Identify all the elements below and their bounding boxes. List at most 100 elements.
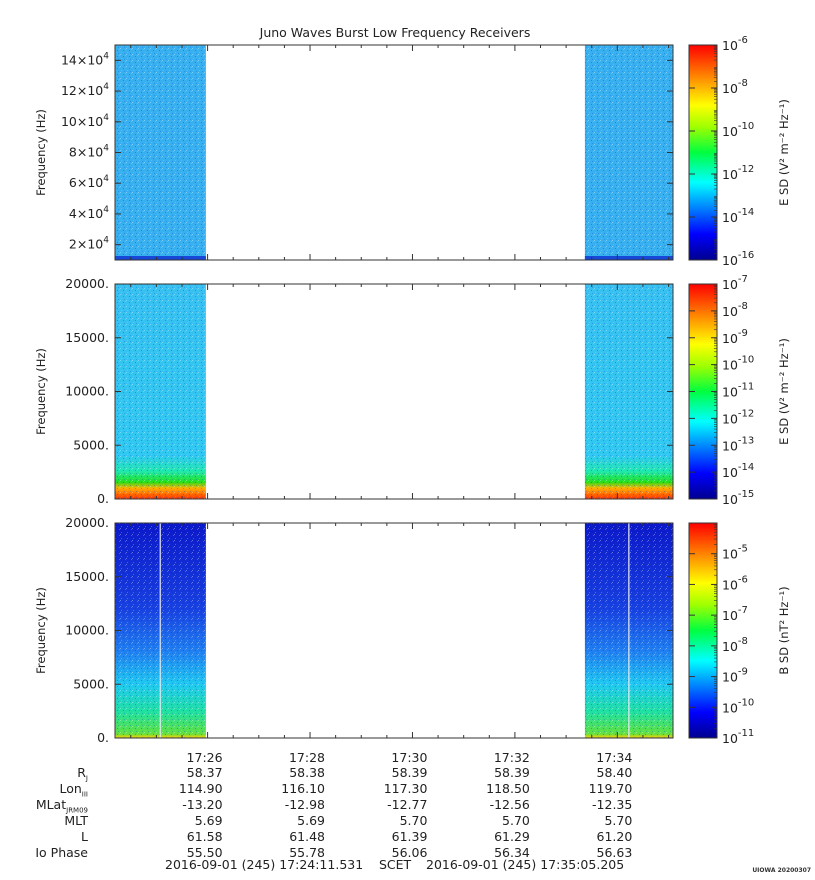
spectrogram-noise-1 xyxy=(114,45,206,260)
y-tick-label: 6×104 xyxy=(69,174,109,190)
footer-end: 2016-09-01 (245) 17:35:05.205 xyxy=(426,857,625,872)
colorbar-tick-label: 10-11 xyxy=(722,728,754,746)
y-tick-label: 8×104 xyxy=(69,144,109,160)
colorbar-tick-label: 10-9 xyxy=(722,328,748,346)
y-tick-label: 0. xyxy=(97,491,109,506)
y-tick-label: 4×104 xyxy=(69,205,109,221)
spectrogram-noise-1 xyxy=(114,284,206,499)
y-tick-label: 2×104 xyxy=(69,236,109,252)
y-tick-label: 5000. xyxy=(73,437,109,452)
ephemeris-value: 56.06 xyxy=(391,845,428,860)
y-tick-label: 15000. xyxy=(65,330,109,345)
ephemeris-value: -13.20 xyxy=(182,797,223,812)
spectrogram-panel-middle: 0. 5000. 10000. 15000. 20000. Frequency (Hz) xyxy=(34,276,674,506)
y-tick-label: 20000. xyxy=(65,515,109,530)
y-axis-label: Frequency (Hz) xyxy=(34,348,48,435)
ephemeris-label: LonIII xyxy=(59,781,88,799)
colorbar-top: 10-6 10-8 10-10 10-12 10-14 10-16 E SD (V² m⁻²… xyxy=(688,35,791,268)
ephemeris-value: 56.63 xyxy=(596,845,633,860)
y-tick-label: 20000. xyxy=(65,276,109,291)
ephemeris-value: 58.39 xyxy=(391,765,428,780)
colorbar-tick-label: 10-14 xyxy=(722,207,754,225)
y-tick-label: 10000. xyxy=(65,384,109,399)
ephemeris-value: 5.69 xyxy=(194,813,223,828)
ephemeris-value: 61.58 xyxy=(186,829,223,844)
panels: 2×104 4×104 6×104 8×104 10×104 12×104 14×104 Fr… xyxy=(34,44,674,765)
credit-stamp: UIOWA 20200307 xyxy=(752,867,811,874)
colorbar-tick-label: 10-6 xyxy=(722,35,748,53)
ephemeris-value: 55.78 xyxy=(289,845,326,860)
ephemeris-value: 56.34 xyxy=(494,845,530,860)
ephemeris-value: -12.56 xyxy=(489,797,530,812)
ephemeris-label: Io Phase xyxy=(35,845,88,860)
ephemeris-value: 58.38 xyxy=(289,765,326,780)
x-tick-label: 17:34 xyxy=(596,750,632,765)
colorbar-tick-label: 10-15 xyxy=(722,489,754,507)
x-tick-label: 17:28 xyxy=(289,750,325,765)
ephemeris-value: -12.77 xyxy=(387,797,428,812)
colorbar-label: E SD (V² m⁻² Hz⁻¹) xyxy=(777,99,791,206)
ephemeris-value: 55.50 xyxy=(186,845,223,860)
y-tick-label: 10000. xyxy=(65,623,109,638)
colorbar-tick-label: 10-11 xyxy=(722,382,754,400)
ephemeris-value: 61.39 xyxy=(391,829,428,844)
colorbar-bottom: 10-5 10-6 10-7 10-8 10-9 10-10 10-11 B SD (nT² … xyxy=(688,522,791,746)
ephemeris-value: 116.10 xyxy=(281,781,326,796)
colorbar-tick-label: 10-16 xyxy=(722,250,754,268)
colorbar-tick-label: 10-8 xyxy=(722,636,748,654)
y-tick-label: 5000. xyxy=(73,676,109,691)
ephemeris-value: 118.50 xyxy=(486,781,530,796)
low-frequency-band-1 xyxy=(114,256,206,260)
colorbar-frame xyxy=(688,522,718,739)
spectrogram-noise-2 xyxy=(584,284,673,499)
colorbar-tick-label: 10-14 xyxy=(722,462,754,480)
colorbar-tick-label: 10-6 xyxy=(722,574,748,592)
y-tick-label: 12×104 xyxy=(61,82,109,98)
colorbar-tick-label: 10-9 xyxy=(722,667,748,685)
x-tick-label: 17:32 xyxy=(494,750,530,765)
spectrogram-panel-top: 2×104 4×104 6×104 8×104 10×104 12×104 14×104 Fr… xyxy=(34,44,674,261)
ephemeris-label: RJ xyxy=(77,765,88,783)
colorbar-tick-label: 10-8 xyxy=(722,78,748,96)
colorbar-tick-label: 10-7 xyxy=(722,605,748,623)
ephemeris-label: MLT xyxy=(64,813,88,828)
colorbar-tick-label: 10-12 xyxy=(722,408,754,426)
spectrogram-noise-2 xyxy=(584,45,673,260)
ephemeris-value: -12.35 xyxy=(592,797,633,812)
ephemeris-value: 114.90 xyxy=(178,781,223,796)
colorbar-tick-label: 10-10 xyxy=(722,121,754,139)
colorbar-label: B SD (nT² Hz⁻¹) xyxy=(777,586,791,674)
ephemeris-label: L xyxy=(81,829,88,844)
colorbar-tick-label: 10-10 xyxy=(722,355,754,373)
colorbars: 10-6 10-8 10-10 10-12 10-14 10-16 E SD (V² m⁻²… xyxy=(688,35,791,746)
ephemeris-value: 5.69 xyxy=(297,813,326,828)
ephemeris-value: 61.48 xyxy=(289,829,326,844)
colorbar-tick-label: 10-10 xyxy=(722,697,754,715)
footer-frame: SCET xyxy=(379,857,412,872)
ephemeris-value: 5.70 xyxy=(502,813,530,828)
ephemeris-label: MLatJRM09 xyxy=(35,797,88,815)
ephemeris-value: 61.20 xyxy=(596,829,633,844)
y-tick-label: 15000. xyxy=(65,569,109,584)
ephemeris-value: 58.39 xyxy=(494,765,530,780)
colorbar-tick-label: 10-12 xyxy=(722,164,754,182)
ephemeris-value: 58.37 xyxy=(186,765,223,780)
y-tick-label: 14×104 xyxy=(61,51,109,67)
y-axis-label: Frequency (Hz) xyxy=(34,109,48,196)
x-tick-label: 17:30 xyxy=(391,750,427,765)
colorbar-middle: 10-7 10-8 10-9 10-10 10-11 10-12 10-13 10-14 10-… xyxy=(688,274,791,507)
y-tick-label: 10×104 xyxy=(61,113,109,129)
colorbar-tick-label: 10-8 xyxy=(722,301,748,319)
low-frequency-band-2 xyxy=(584,256,673,260)
ephemeris-value: 58.40 xyxy=(596,765,633,780)
colorbar-frame xyxy=(688,44,718,261)
ephemeris-value: 5.70 xyxy=(604,813,633,828)
colorbar-tick-label: 10-5 xyxy=(722,544,748,562)
x-tick-label: 17:26 xyxy=(187,750,223,765)
colorbar-tick-label: 10-7 xyxy=(722,274,748,292)
chart-title: Juno Waves Burst Low Frequency Receivers xyxy=(259,25,531,40)
ephemeris-value: -12.98 xyxy=(284,797,326,812)
colorbar-label: E SD (V² m⁻² Hz⁻¹) xyxy=(777,338,791,445)
y-axis-label: Frequency (Hz) xyxy=(34,587,48,674)
